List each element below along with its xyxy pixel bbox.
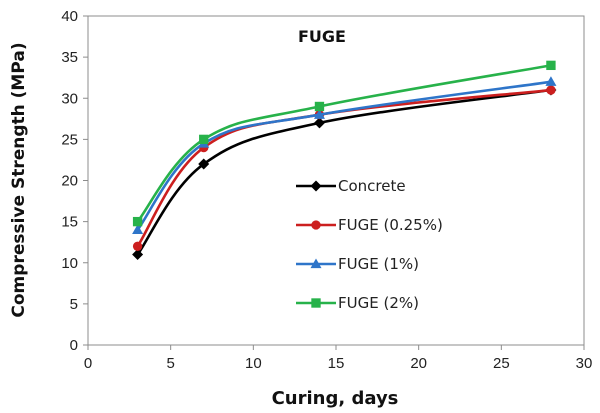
y-axis-title: Compressive Strength (MPa) [9,42,29,317]
data-point [199,134,209,145]
x-tick-label: 5 [166,355,174,372]
legend: Concrete FUGE (0.25%) FUGE (1%) FUGE (2%) [296,177,443,312]
chart-title: FUGE [298,27,346,46]
x-tick-label: 15 [328,355,345,372]
data-point [546,85,556,95]
legend-item: Concrete [296,177,406,195]
x-tick-label: 10 [245,355,262,372]
data-point [132,241,143,251]
data-point [313,109,325,119]
plot-border [87,15,585,346]
x-axis: 0 5 10 15 20 25 30 [84,345,593,372]
x-tick-label: 25 [493,355,510,372]
data-point [132,216,143,227]
series-layer [132,60,557,261]
legend-label: Concrete [338,177,406,195]
legend-item: FUGE (0.25%) [296,216,443,234]
x-tick-label: 0 [84,355,92,372]
data-point [313,117,325,129]
x-axis-title: Curing, days [272,388,399,409]
legend-marker [311,298,321,308]
series-line [136,88,552,256]
data-point [132,224,144,234]
y-tick-label: 35 [61,49,78,66]
y-tick-label: 40 [61,8,78,25]
legend-item: FUGE (2%) [296,294,419,312]
legend-label: FUGE (1%) [338,255,419,273]
legend-marker [311,220,321,230]
data-point [132,249,144,261]
y-axis: 0 5 10 15 20 25 30 35 40 [61,8,88,354]
data-point [198,158,210,170]
y-tick-label: 15 [61,214,78,231]
y-tick-label: 10 [61,255,78,272]
legend-label: FUGE (2%) [338,294,419,312]
y-tick-label: 20 [61,173,78,190]
data-point [314,101,325,112]
x-tick-label: 30 [576,355,593,372]
y-tick-label: 25 [61,131,78,148]
legend-marker [310,180,322,192]
legend-item: FUGE (1%) [296,255,419,273]
y-tick-label: 5 [70,296,78,313]
series-line [136,80,552,231]
data-point [545,76,557,86]
y-tick-label: 30 [61,90,78,107]
data-point [546,60,556,71]
plot-area [87,15,585,346]
series-fuge-2 [132,60,556,227]
y-tick-label: 0 [70,337,78,354]
x-tick-label: 20 [410,355,427,372]
legend-marker [310,258,322,269]
series-line [136,64,552,223]
legend-label: FUGE (0.25%) [338,216,443,234]
